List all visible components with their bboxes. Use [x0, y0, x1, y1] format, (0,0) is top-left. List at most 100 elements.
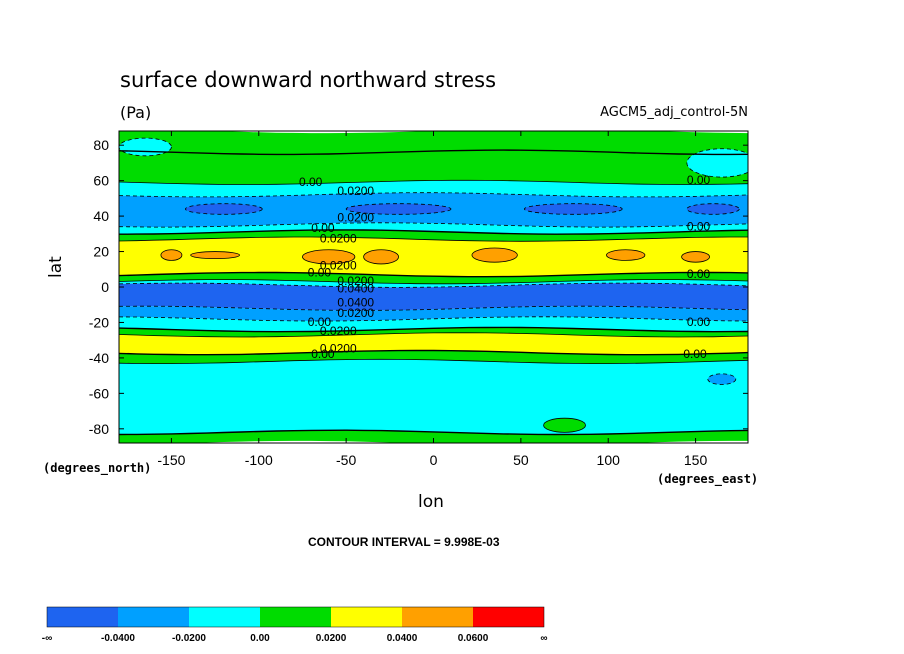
- contour-label: 0.0400: [337, 281, 374, 295]
- contour-label: 0.00: [687, 173, 711, 187]
- contour-label: 0.0200: [320, 342, 357, 356]
- contour-interval-label: CONTOUR INTERVAL = 9.998E-03: [308, 535, 500, 549]
- contour-blob: [543, 417, 586, 433]
- legend-label: 0.0400: [387, 633, 418, 644]
- run-label: AGCM5_adj_control-5N: [600, 105, 748, 120]
- contour-line: [119, 236, 748, 242]
- contour-label: 0.00: [687, 267, 711, 281]
- contour-label: 0.00: [308, 315, 332, 329]
- legend-swatch: [473, 607, 544, 627]
- contour-label: 0.00: [687, 219, 711, 233]
- contour-blob: [471, 247, 518, 263]
- chart-title: surface downward northward stress: [120, 68, 497, 92]
- legend-label: 0.0600: [458, 633, 489, 644]
- x-tick-label: -100: [245, 452, 273, 468]
- contour-blob: [345, 203, 452, 215]
- contour-line: [119, 271, 748, 278]
- y-tick-label: -20: [89, 314, 109, 330]
- contour-label: 0.0200: [320, 258, 357, 272]
- contour-blob: [681, 251, 710, 263]
- contour-label: 0.00: [311, 221, 335, 235]
- contour-blob: [119, 137, 172, 157]
- contour-blob: [686, 203, 740, 215]
- contour-band: [119, 430, 748, 443]
- y-tick-label: 40: [93, 208, 109, 224]
- legend-swatch: [47, 607, 118, 627]
- x-tick-label: -50: [336, 452, 356, 468]
- y-tick-label: -80: [89, 421, 109, 437]
- contour-fill-layer: [119, 131, 748, 443]
- contour-line: [119, 279, 748, 285]
- y-tick-label: 80: [93, 137, 109, 153]
- legend-label: -0.0200: [172, 633, 206, 644]
- x-tick-label: 50: [513, 452, 529, 468]
- contour-label: 0.0200: [337, 306, 374, 320]
- legend-swatch: [260, 607, 331, 627]
- contour-line: [119, 229, 748, 235]
- contour-band: [119, 332, 748, 355]
- legend-label: 0.00: [250, 633, 270, 644]
- contour-blob: [160, 249, 183, 261]
- y-tick-label: -40: [89, 350, 109, 366]
- contour-label: 0.0200: [320, 324, 357, 338]
- contour-label: 0.00: [311, 347, 335, 361]
- contour-blob: [707, 373, 737, 385]
- y-tick-label: 0: [101, 279, 109, 295]
- contour-band: [119, 150, 748, 185]
- contour-band: [119, 327, 748, 337]
- x-axis: -150 -100 -50 0 50 100 150: [157, 131, 707, 468]
- x-tick-label: 150: [684, 452, 708, 468]
- contour-line: [119, 429, 748, 436]
- contour-band: [119, 237, 748, 277]
- contour-line: [119, 349, 748, 356]
- contour-band: [119, 222, 748, 235]
- contour-band: [119, 131, 748, 155]
- contour-blob: [363, 249, 399, 265]
- color-legend: -∞ -0.0400 -0.0200 0.00 0.0200 0.0400 0.0600 ∞: [42, 606, 548, 644]
- contour-band: [119, 306, 748, 321]
- y-units-label: (degrees_north): [43, 461, 152, 475]
- x-tick-label: 100: [597, 452, 621, 468]
- contour-label-layer: 0.000.02000.000.02000.000.02000.000.0200…: [299, 173, 711, 361]
- contour-blob: [190, 251, 240, 260]
- contour-label: 0.00: [683, 347, 707, 361]
- contour-label: 0.00: [687, 315, 711, 329]
- contour-blob: [606, 249, 646, 261]
- legend-swatch: [189, 607, 260, 627]
- y-tick-label: 60: [93, 173, 109, 189]
- y-axis-label: lat: [46, 256, 66, 278]
- contour-label: 0.0400: [337, 296, 374, 310]
- legend-swatch: [331, 607, 402, 627]
- contour-blob-layer: [119, 137, 748, 433]
- x-tick-label: -150: [157, 452, 185, 468]
- contour-blob: [686, 148, 748, 178]
- contour-label: 0.00: [299, 175, 323, 189]
- x-units-label: (degrees_east): [657, 472, 759, 486]
- contour-line: [119, 358, 748, 364]
- legend-swatch: [118, 607, 189, 627]
- y-axis: 80 60 40 20 0 -20 -40 -60 -80: [89, 137, 748, 437]
- contour-band: [119, 316, 748, 332]
- contour-band: [119, 229, 748, 242]
- contour-label: 0.0200: [337, 274, 374, 288]
- y-tick-label: -60: [89, 385, 109, 401]
- contour-band: [119, 279, 748, 288]
- legend-frame: [46, 606, 545, 628]
- contour-line: [119, 149, 748, 156]
- contour-line: [119, 326, 748, 333]
- contour-band: [119, 359, 748, 435]
- x-axis-label: lon: [418, 492, 444, 512]
- contour-line-layer: [119, 149, 748, 436]
- legend-label: -0.0400: [101, 633, 135, 644]
- contour-label: 0.0200: [320, 232, 357, 246]
- contour-label: 0.00: [308, 265, 332, 279]
- chart-units: (Pa): [120, 103, 152, 122]
- contour-line: [119, 332, 748, 338]
- contour-label: 0.0200: [337, 184, 374, 198]
- legend-label: -∞: [42, 633, 52, 644]
- contour-line: [119, 179, 748, 185]
- x-tick-label: 0: [430, 452, 438, 468]
- legend-label: 0.0200: [316, 633, 347, 644]
- contour-band: [119, 283, 748, 311]
